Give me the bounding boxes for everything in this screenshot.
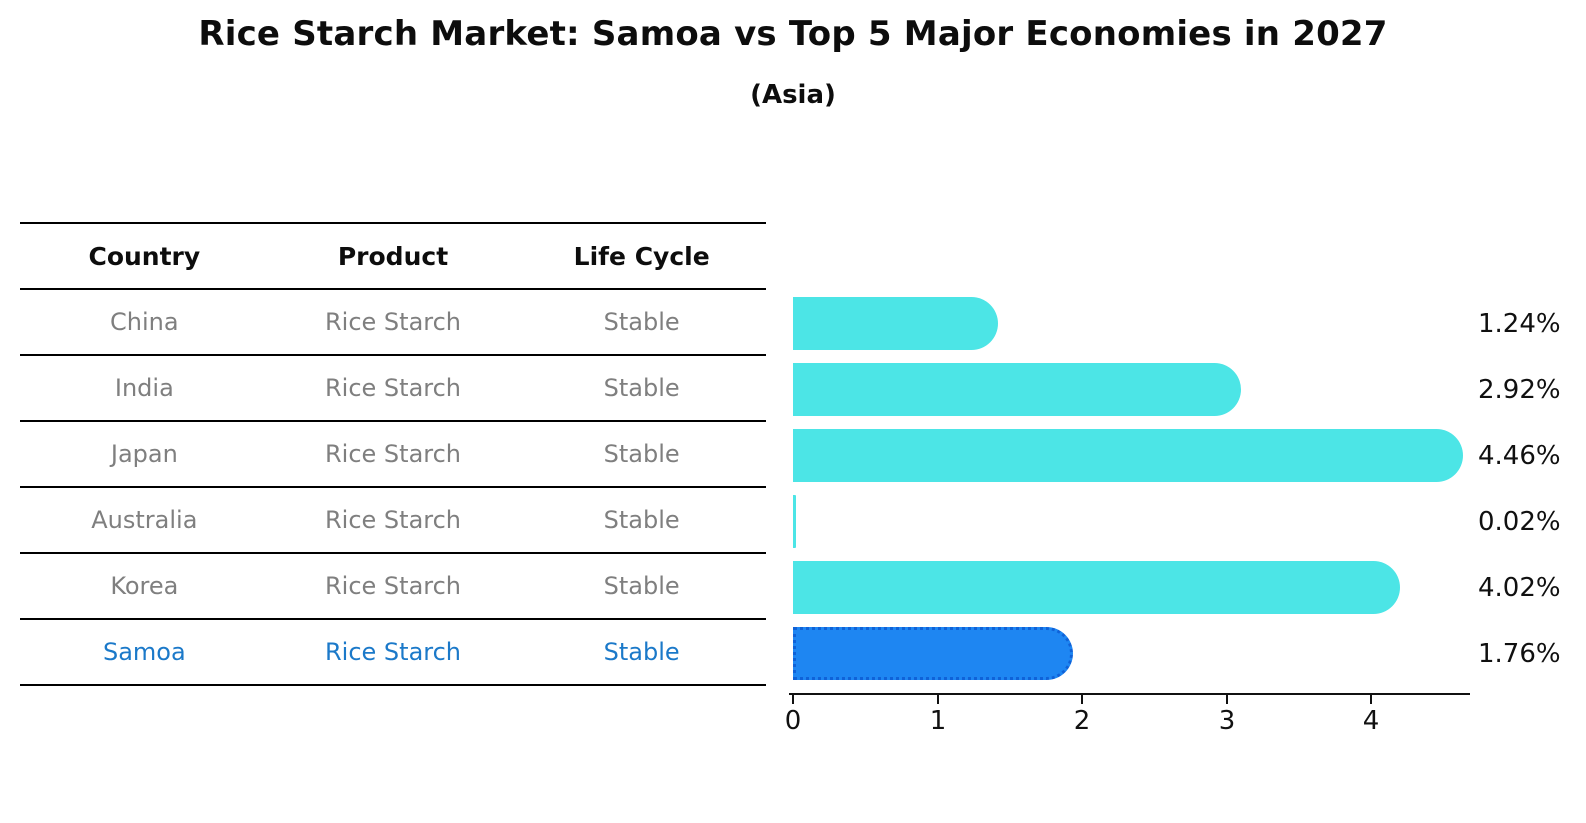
bar-samoa <box>793 627 1073 680</box>
column-header-life-cycle: Life Cycle <box>573 241 710 271</box>
bar-japan <box>793 429 1463 482</box>
value-label-korea: 4.02% <box>1478 572 1561 603</box>
cell-product: Rice Starch <box>324 506 462 534</box>
cell-country: Japan <box>110 440 178 468</box>
table-row-samoa: Samoa Rice Starch Stable <box>20 620 766 686</box>
cell-life-cycle: Stable <box>603 440 680 468</box>
tick-mark <box>1081 695 1083 704</box>
table-row-australia: Australia Rice Starch Stable <box>20 488 766 554</box>
bar-china <box>793 297 998 350</box>
tick-label: 3 <box>1218 706 1236 736</box>
column-header-country: Country <box>88 241 201 271</box>
value-label-japan: 4.46% <box>1478 440 1561 471</box>
cell-country: Korea <box>110 572 179 600</box>
chart-title: Rice Starch Market: Samoa vs Top 5 Major… <box>198 14 1388 54</box>
cell-life-cycle: Stable <box>603 308 680 336</box>
table-row-china: China Rice Starch Stable <box>20 290 766 356</box>
cell-country: India <box>114 374 174 402</box>
tick-mark <box>937 695 939 704</box>
cell-life-cycle: Stable <box>603 374 680 402</box>
value-label-australia: 0.02% <box>1478 506 1561 537</box>
x-axis <box>789 693 1470 695</box>
cell-product: Rice Starch <box>324 572 462 600</box>
bar-india <box>793 363 1241 416</box>
cell-country: Samoa <box>102 638 186 666</box>
table-row-india: India Rice Starch Stable <box>20 356 766 422</box>
value-label-china: 1.24% <box>1478 308 1561 339</box>
cell-product: Rice Starch <box>324 638 462 666</box>
table-row-korea: Korea Rice Starch Stable <box>20 554 766 620</box>
cell-product: Rice Starch <box>324 308 462 336</box>
tick-mark <box>792 695 794 704</box>
bar-korea <box>793 561 1400 614</box>
cell-life-cycle: Stable <box>603 506 680 534</box>
tick-mark <box>1370 695 1372 704</box>
tick-label: 4 <box>1362 706 1380 736</box>
tick-mark <box>1226 695 1228 704</box>
table-header-row: Country Product Life Cycle <box>20 224 766 290</box>
table-row-japan: Japan Rice Starch Stable <box>20 422 766 488</box>
value-label-india: 2.92% <box>1478 374 1561 405</box>
cell-country: China <box>110 308 179 336</box>
column-header-product: Product <box>337 241 449 271</box>
country-table: Country Product Life Cycle China Rice St… <box>20 222 766 686</box>
cell-product: Rice Starch <box>324 440 462 468</box>
tick-label: 0 <box>784 706 802 736</box>
cell-life-cycle: Stable <box>603 638 680 666</box>
cell-life-cycle: Stable <box>603 572 680 600</box>
cell-country: Australia <box>91 506 198 534</box>
value-label-samoa: 1.76% <box>1478 638 1561 669</box>
tick-label: 1 <box>929 706 947 736</box>
chart-subtitle: (Asia) <box>750 80 836 110</box>
bar-australia <box>793 495 796 548</box>
cell-product: Rice Starch <box>324 374 462 402</box>
tick-label: 2 <box>1073 706 1091 736</box>
